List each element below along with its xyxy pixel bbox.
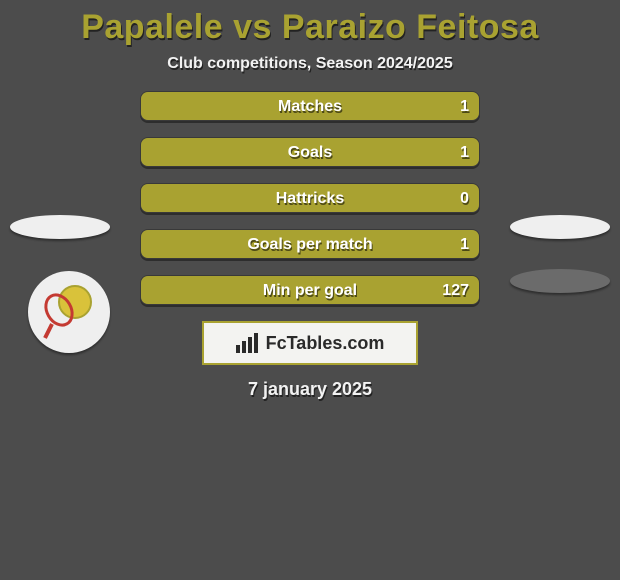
stat-row: Hattricks0 [140,183,480,213]
stat-value-right: 0 [460,184,469,212]
date-line: 7 january 2025 [0,365,620,400]
stat-value-right: 1 [460,230,469,258]
stat-label: Matches [141,92,479,120]
stat-label: Goals [141,138,479,166]
stat-label: Min per goal [141,276,479,304]
left-player-marker [10,215,110,239]
page-title: Papalele vs Paraizo Feitosa [0,0,620,51]
stat-value-right: 1 [460,92,469,120]
subtitle: Club competitions, Season 2024/2025 [0,51,620,91]
right-player-shadow [510,269,610,293]
brand-bars-icon [236,333,260,353]
stat-row: Min per goal127 [140,275,480,305]
stats-area: Matches1Goals1Hattricks0Goals per match1… [0,91,620,305]
right-player-marker [510,215,610,239]
stat-value-right: 1 [460,138,469,166]
club-badge-icon [37,280,101,344]
stat-value-right: 127 [442,276,469,304]
stat-row: Matches1 [140,91,480,121]
brand-text: FcTables.com [266,333,385,354]
stat-label: Hattricks [141,184,479,212]
stat-row: Goals1 [140,137,480,167]
stat-row: Goals per match1 [140,229,480,259]
comparison-card: Papalele vs Paraizo Feitosa Club competi… [0,0,620,580]
brand-link[interactable]: FcTables.com [202,321,418,365]
club-badge [28,271,110,353]
stat-rows: Matches1Goals1Hattricks0Goals per match1… [140,91,480,305]
stat-label: Goals per match [141,230,479,258]
